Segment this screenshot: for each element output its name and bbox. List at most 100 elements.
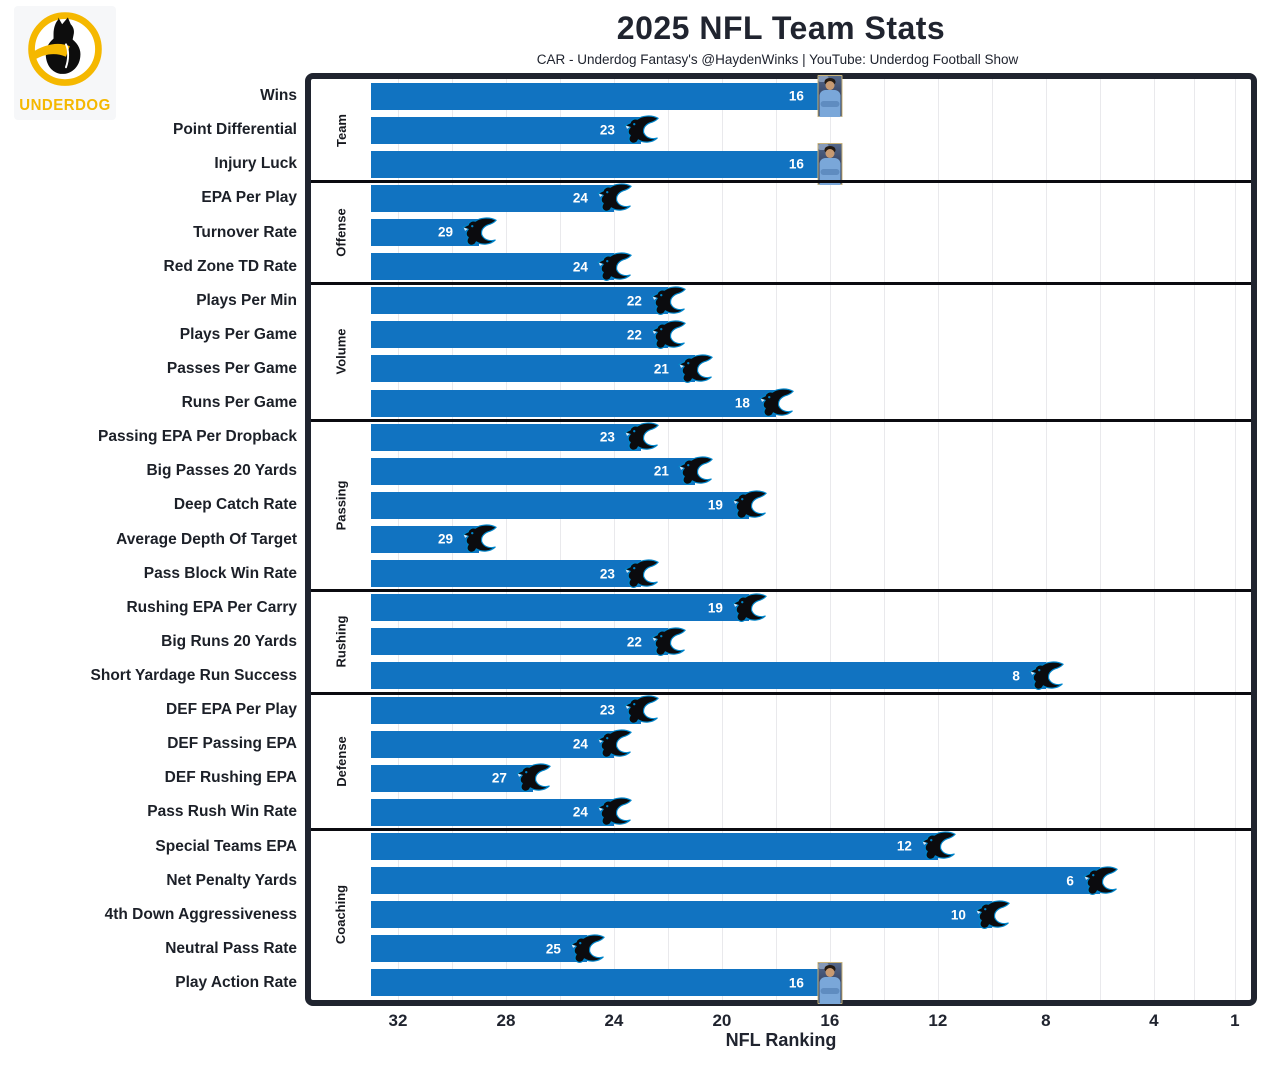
bar-value-label: 21 bbox=[653, 361, 669, 377]
panthers-logo-icon bbox=[731, 593, 767, 623]
panthers-logo-icon bbox=[623, 422, 659, 452]
bar-row: 10 bbox=[371, 898, 1251, 932]
gridline bbox=[1234, 79, 1236, 1000]
bar-value-label: 29 bbox=[437, 224, 453, 240]
y-axis-label: DEF Rushing EPA bbox=[164, 769, 297, 787]
panthers-logo-icon bbox=[650, 286, 686, 316]
bar-value-label: 23 bbox=[599, 122, 615, 138]
group-label: Rushing bbox=[333, 615, 349, 668]
stat-bar: 8 bbox=[371, 662, 1046, 690]
bar-value-label: 29 bbox=[437, 531, 453, 547]
group-label-cell: Team bbox=[311, 79, 371, 181]
y-axis-label: Rushing EPA Per Carry bbox=[126, 598, 297, 616]
bar-value-label: 19 bbox=[707, 497, 723, 513]
group-label: Team bbox=[333, 113, 349, 147]
stat-bar: 23 bbox=[371, 696, 641, 724]
x-axis-tick: 16 bbox=[820, 1011, 840, 1030]
y-axis-label: Pass Rush Win Rate bbox=[147, 803, 297, 821]
gridline bbox=[1099, 79, 1101, 1000]
bar-value-label: 19 bbox=[707, 600, 723, 616]
bar-value-label: 18 bbox=[734, 395, 750, 411]
bar-value-label: 16 bbox=[788, 88, 804, 104]
group-label-cell: Coaching bbox=[311, 829, 371, 1000]
y-axis-label: Passes Per Game bbox=[166, 359, 297, 377]
bar-value-label: 16 bbox=[788, 156, 804, 172]
group-label: Offense bbox=[333, 208, 349, 257]
bar-row: 25 bbox=[371, 932, 1251, 966]
group-label-cell: Offense bbox=[311, 181, 371, 283]
coach-photo bbox=[817, 143, 843, 186]
stat-bar: 16 bbox=[371, 82, 830, 110]
bar-row: 19 bbox=[371, 591, 1251, 625]
panthers-logo-icon bbox=[596, 252, 632, 282]
x-axis-tick: 28 bbox=[496, 1011, 516, 1030]
group-label-cell: Passing bbox=[311, 420, 371, 591]
bar-value-label: 24 bbox=[572, 190, 588, 206]
bar-value-label: 25 bbox=[545, 941, 561, 957]
gridline bbox=[613, 79, 615, 1000]
x-axis-tick: 32 bbox=[388, 1011, 408, 1030]
stat-bar: 24 bbox=[371, 253, 614, 281]
panthers-logo-icon bbox=[596, 797, 632, 827]
gridline bbox=[937, 79, 939, 1000]
bar-value-label: 22 bbox=[626, 634, 642, 650]
panthers-logo-icon bbox=[677, 354, 713, 384]
y-axis-label: Injury Luck bbox=[214, 155, 297, 173]
underdog-dog-icon bbox=[22, 8, 108, 99]
y-axis-label: Runs Per Game bbox=[181, 394, 297, 412]
y-axis-label: Deep Catch Rate bbox=[173, 496, 297, 514]
y-axis-label: DEF Passing EPA bbox=[167, 735, 297, 753]
bar-value-label: 24 bbox=[572, 736, 588, 752]
group-separator bbox=[311, 827, 1251, 831]
stat-bar: 24 bbox=[371, 798, 614, 826]
panthers-logo-icon bbox=[677, 456, 713, 486]
gridline bbox=[505, 79, 507, 1000]
bar-value-label: 23 bbox=[599, 429, 615, 445]
gridline bbox=[721, 79, 723, 1000]
x-axis-title: NFL Ranking bbox=[725, 1030, 837, 1050]
group-label: Volume bbox=[333, 328, 349, 375]
panthers-logo-icon bbox=[974, 900, 1010, 930]
y-axis-label: Play Action Rate bbox=[175, 973, 297, 991]
bar-row: 16 bbox=[371, 143, 1251, 186]
y-axis-label: 4th Down Aggressiveness bbox=[104, 905, 297, 923]
page-subtitle: CAR - Underdog Fantasy's @HaydenWinks | … bbox=[536, 52, 1019, 67]
bar-row: 6 bbox=[371, 864, 1251, 898]
gridline bbox=[1045, 79, 1047, 1000]
bar-row: 24 bbox=[371, 250, 1251, 284]
panthers-logo-icon bbox=[596, 183, 632, 213]
bar-row: 22 bbox=[371, 284, 1251, 318]
stat-bar: 22 bbox=[371, 321, 668, 349]
panthers-logo-icon bbox=[461, 217, 497, 247]
stat-bar: 18 bbox=[371, 389, 776, 417]
coach-photo bbox=[817, 75, 843, 118]
y-axis-label: Neutral Pass Rate bbox=[165, 939, 297, 957]
bar-row: 22 bbox=[371, 318, 1251, 352]
panthers-logo-icon bbox=[596, 729, 632, 759]
x-axis-tick: 8 bbox=[1041, 1011, 1051, 1030]
y-axis-label: Net Penalty Yards bbox=[166, 871, 297, 889]
bar-row: 22 bbox=[371, 625, 1251, 659]
stat-bar: 23 bbox=[371, 560, 641, 588]
y-axis-label: Special Teams EPA bbox=[155, 837, 297, 855]
bar-value-label: 10 bbox=[950, 907, 966, 923]
stat-bar: 22 bbox=[371, 628, 668, 656]
stat-bar: 21 bbox=[371, 457, 695, 485]
bar-value-label: 24 bbox=[572, 804, 588, 820]
bar-value-label: 16 bbox=[788, 975, 804, 991]
stat-bar: 23 bbox=[371, 423, 641, 451]
stat-bar: 16 bbox=[371, 150, 830, 178]
bar-row: 29 bbox=[371, 522, 1251, 556]
x-axis-tick: 12 bbox=[928, 1011, 948, 1030]
y-axis-label: Wins bbox=[260, 87, 297, 105]
group-label-cell: Rushing bbox=[311, 591, 371, 693]
panthers-logo-icon bbox=[920, 831, 956, 861]
panthers-logo-icon bbox=[623, 559, 659, 589]
bar-row: 8 bbox=[371, 659, 1251, 693]
bar-value-label: 21 bbox=[653, 463, 669, 479]
y-axis-label: Big Passes 20 Yards bbox=[146, 462, 297, 480]
chart-plot: Team 16 23 16 Offense 24 29 24 Volume 22 22 21 18 Pas… bbox=[311, 75, 1251, 1004]
stat-bar: 25 bbox=[371, 935, 587, 963]
stat-bar: 19 bbox=[371, 594, 749, 622]
